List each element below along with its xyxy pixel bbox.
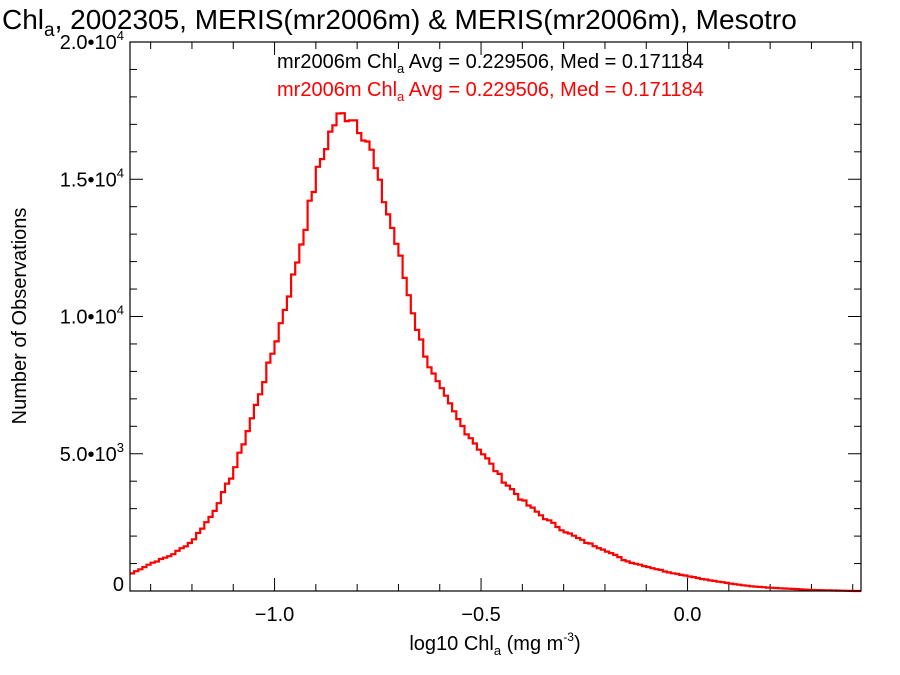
y-tick-label: 0: [113, 574, 124, 596]
plot-frame: [129, 41, 862, 592]
x-axis-label: log10 Chla (mg m-3): [409, 630, 580, 658]
chart-title: Chla, 2002305, MERIS(mr2006m) & MERIS(mr…: [2, 4, 797, 41]
x-tick-label: −1.0: [255, 604, 294, 626]
y-tick-label: 1.5•104: [60, 165, 124, 191]
y-axis-label: Number of Observations: [9, 208, 31, 425]
y-tick-label: 1.0•104: [60, 303, 124, 329]
series-layer: [130, 112, 861, 593]
annotation-line-1: mr2006m Chla Avg = 0.229506, Med = 0.171…: [277, 51, 704, 76]
x-tick-labels: −1.0 −0.5 0.0: [255, 604, 702, 626]
histogram-series-1: [130, 112, 861, 593]
x-tick-label: 0.0: [674, 604, 702, 626]
annotation-line-2: mr2006m Chla Avg = 0.229506, Med = 0.171…: [277, 79, 704, 104]
y-tick-labels: 0 5.0•103 1.0•104 1.5•104 2.0•104: [60, 28, 124, 596]
y-tick-label: 5.0•103: [60, 440, 124, 466]
x-tick-label: −0.5: [461, 604, 500, 626]
y-tick-label: 2.0•104: [60, 28, 124, 54]
